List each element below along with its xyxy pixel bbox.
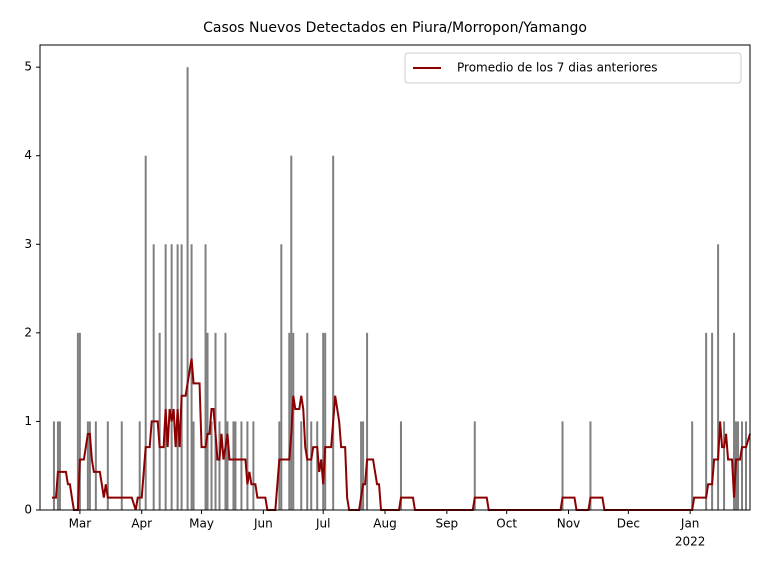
x-tick-label: Dec	[617, 517, 640, 531]
bar	[232, 421, 235, 510]
bar	[332, 155, 335, 510]
bar	[86, 421, 89, 510]
bar	[717, 244, 720, 511]
x-tick-label: Oct	[496, 517, 517, 531]
x-tick-label: Jun	[253, 517, 273, 531]
y-tick-label: 4	[24, 148, 32, 162]
bar	[190, 244, 193, 511]
chart-title: Casos Nuevos Detectados en Piura/Morropo…	[203, 20, 587, 36]
bar	[58, 421, 61, 510]
plot-frame	[39, 44, 751, 511]
bar	[106, 421, 109, 510]
bar	[180, 244, 183, 511]
bar	[226, 421, 229, 510]
bar	[322, 332, 325, 510]
bar	[290, 155, 293, 510]
bar	[589, 421, 592, 510]
bar	[186, 67, 189, 511]
bar	[204, 244, 207, 511]
bar	[741, 421, 744, 510]
bar	[164, 244, 167, 511]
bar	[192, 421, 195, 510]
x-tick-label: Mar	[69, 517, 92, 531]
bar	[561, 421, 564, 510]
bar	[218, 421, 221, 510]
y-tick-label: 5	[24, 60, 32, 74]
bar	[733, 332, 736, 510]
bar	[176, 244, 179, 511]
bar	[288, 332, 291, 510]
bar	[158, 332, 161, 510]
bar	[362, 421, 365, 510]
legend-box	[404, 52, 742, 84]
bar	[252, 421, 255, 510]
bar	[711, 332, 714, 510]
bar	[144, 155, 147, 510]
bar	[52, 421, 55, 510]
y-tick-label: 3	[24, 237, 32, 251]
y-tick-label: 1	[24, 414, 32, 428]
x-tick-label: Jan	[680, 517, 700, 531]
bar	[399, 421, 402, 510]
x-year-label: 2022	[675, 535, 706, 549]
bar	[94, 421, 97, 510]
bar	[210, 421, 213, 510]
x-tick-label: May	[189, 517, 214, 531]
bar	[76, 332, 79, 510]
bar	[300, 421, 303, 510]
bar	[120, 421, 123, 510]
bar	[138, 421, 141, 510]
bar	[240, 421, 243, 510]
bar	[246, 421, 249, 510]
bar	[152, 244, 155, 511]
x-tick-label: Jul	[315, 517, 330, 531]
bar	[78, 332, 81, 510]
bar	[705, 332, 708, 510]
bar	[224, 332, 227, 510]
y-tick-label: 0	[24, 503, 32, 517]
bar	[306, 332, 309, 510]
legend-label: Promedio de los 7 dias anteriores	[457, 61, 658, 75]
x-tick-label: Nov	[557, 517, 580, 531]
bar	[316, 421, 319, 510]
bar	[723, 421, 726, 510]
bar	[56, 421, 59, 510]
bar	[310, 421, 313, 510]
bar	[366, 332, 369, 510]
bar	[280, 244, 283, 511]
x-tick-label: Sep	[436, 517, 459, 531]
x-tick-label: Apr	[131, 517, 152, 531]
bar	[234, 421, 237, 510]
bar	[292, 332, 295, 510]
bar	[737, 421, 740, 510]
bar	[88, 421, 91, 510]
bar	[745, 421, 748, 510]
y-tick-label: 2	[24, 325, 32, 339]
bar	[360, 421, 363, 510]
bar	[324, 332, 327, 510]
bar	[473, 421, 476, 510]
x-tick-label: Aug	[373, 517, 396, 531]
bar	[170, 244, 173, 511]
bar	[691, 421, 694, 510]
bar	[206, 332, 209, 510]
